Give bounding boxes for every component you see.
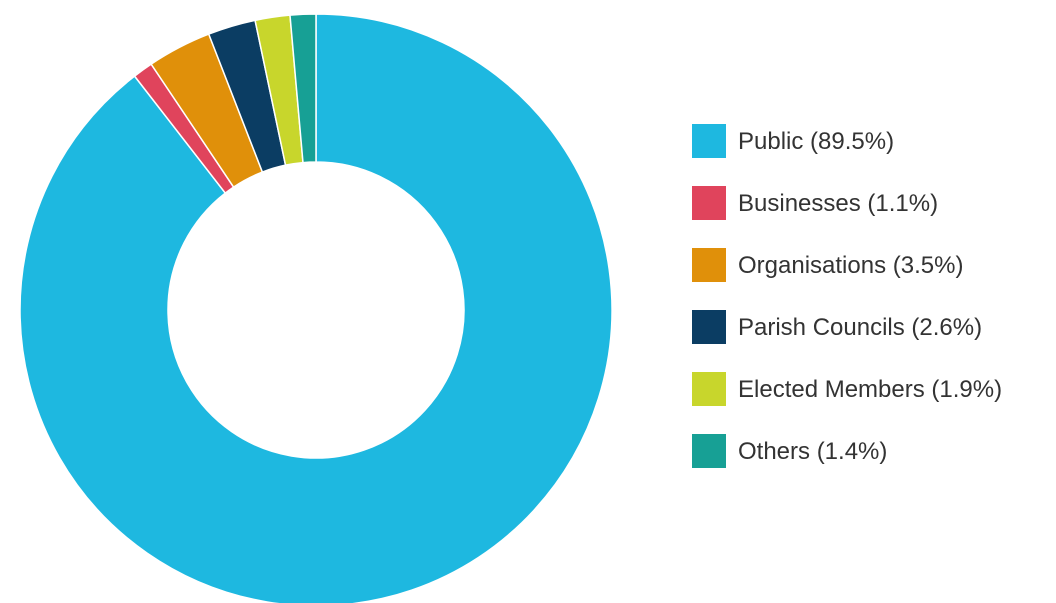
legend-item: Parish Councils (2.6%) [692,310,982,344]
legend-item: Elected Members (1.9%) [692,372,1002,406]
legend-swatch [692,124,726,158]
legend-swatch [692,372,726,406]
legend-swatch [692,434,726,468]
chart-legend: Public (89.5%) Businesses (1.1%) Organisat… [692,124,1002,468]
legend-label: Parish Councils (2.6%) [738,314,982,341]
legend-label: Elected Members (1.9%) [738,376,1002,403]
legend-item: Public (89.5%) [692,124,894,158]
legend-swatch [692,248,726,282]
legend-label: Public (89.5%) [738,128,894,155]
donut-slices [19,13,613,603]
legend-swatch [692,186,726,220]
slice-public [19,13,613,603]
legend-label: Businesses (1.1%) [738,190,938,217]
legend-item: Businesses (1.1%) [692,186,938,220]
legend-swatch [692,310,726,344]
legend-label: Others (1.4%) [738,438,887,465]
legend-label: Organisations (3.5%) [738,252,963,279]
legend-item: Others (1.4%) [692,434,887,468]
legend-item: Organisations (3.5%) [692,248,963,282]
slice-others [289,13,317,164]
